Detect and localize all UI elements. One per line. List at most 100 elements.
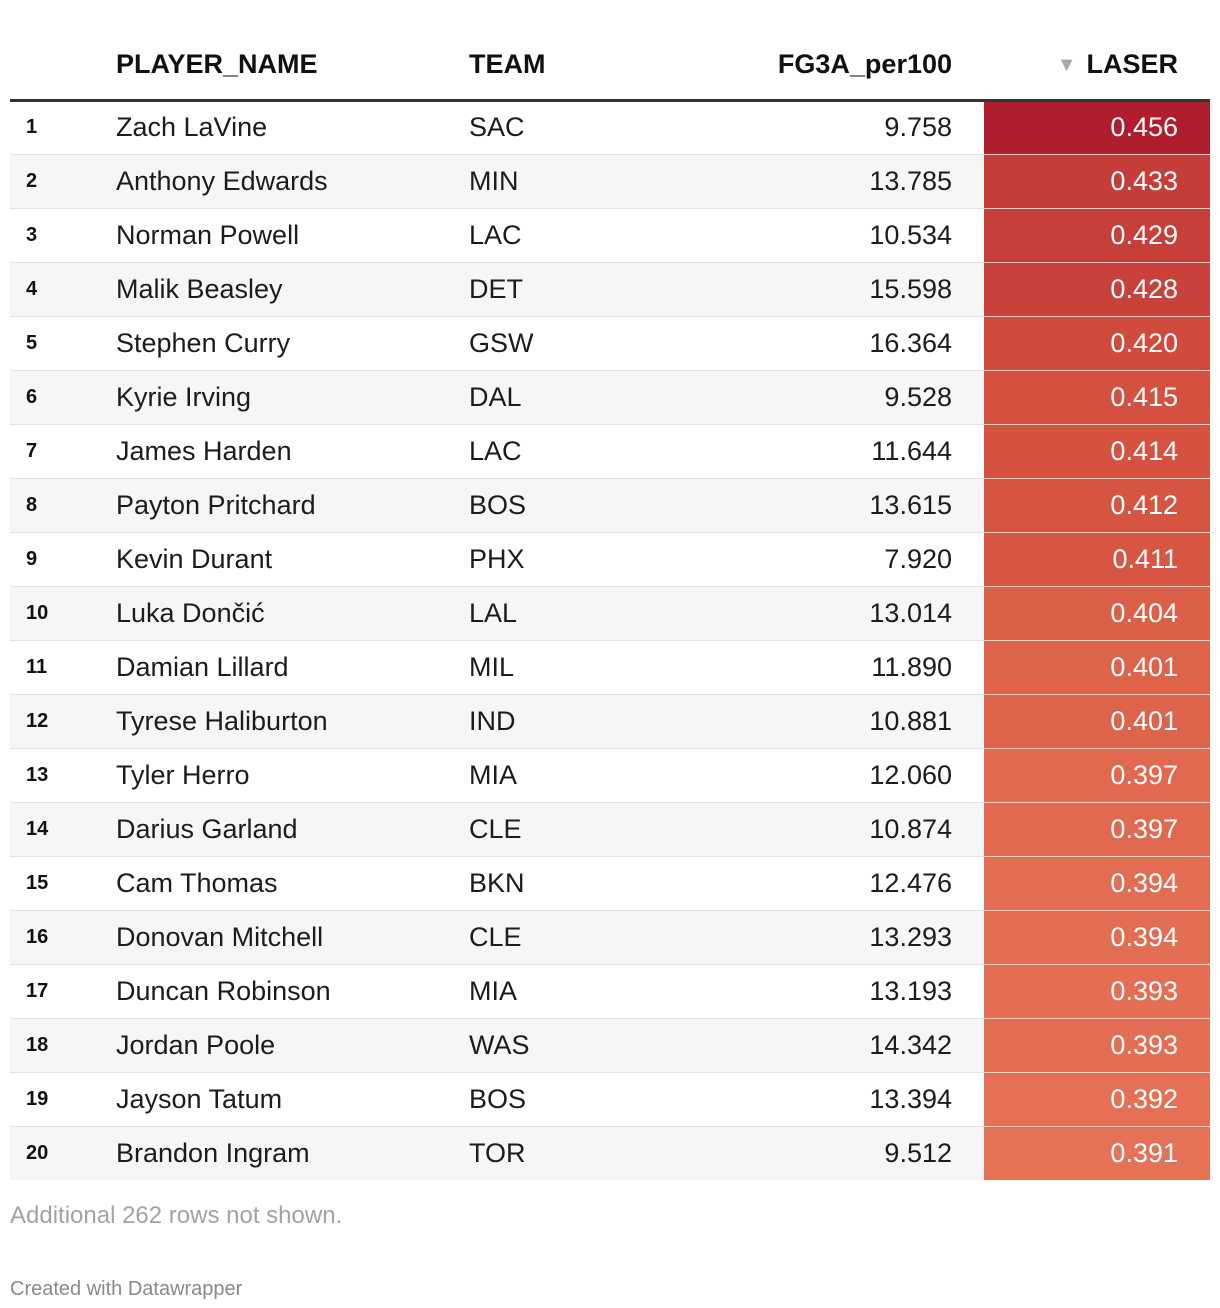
table-row: 9 Kevin Durant PHX 7.920 0.411	[10, 532, 1210, 587]
laser-cell: 0.401	[984, 694, 1210, 749]
rank-cell: 2	[10, 154, 116, 209]
laser-cell: 0.393	[984, 964, 1210, 1019]
laser-cell: 0.433	[984, 154, 1210, 209]
fg3a-per100-cell: 9.528	[669, 370, 984, 425]
header-player-name[interactable]: PLAYER_NAME	[116, 0, 469, 102]
rank-cell: 9	[10, 532, 116, 587]
datawrapper-credit[interactable]: Created with Datawrapper	[10, 1278, 243, 1300]
rank-cell: 1	[10, 100, 116, 155]
team-cell: GSW	[469, 316, 669, 371]
rank-cell: 10	[10, 586, 116, 641]
header-row: PLAYER_NAME TEAM FG3A_per100 ▼ LASER	[10, 0, 1210, 102]
header-laser[interactable]: ▼ LASER	[984, 0, 1210, 102]
player-name-cell: Kyrie Irving	[116, 370, 469, 425]
team-cell: LAL	[469, 586, 669, 641]
laser-cell: 0.397	[984, 748, 1210, 803]
team-cell: LAC	[469, 424, 669, 479]
table-body: 1 Zach LaVine SAC 9.758 0.456 2 Anthony Edward…	[10, 100, 1210, 1180]
team-cell: LAC	[469, 208, 669, 263]
team-cell: SAC	[469, 100, 669, 155]
rows-not-shown-note: Additional 262 rows not shown.	[10, 1202, 343, 1229]
table-row: 6 Kyrie Irving DAL 9.528 0.415	[10, 370, 1210, 425]
rank-cell: 4	[10, 262, 116, 317]
laser-cell: 0.412	[984, 478, 1210, 533]
players-table: PLAYER_NAME TEAM FG3A_per100 ▼ LASER 1 Zac…	[10, 0, 1210, 1180]
player-name-cell: Norman Powell	[116, 208, 469, 263]
laser-cell: 0.414	[984, 424, 1210, 479]
player-name-cell: Anthony Edwards	[116, 154, 469, 209]
table-row: 2 Anthony Edwards MIN 13.785 0.433	[10, 154, 1210, 209]
player-name-cell: Tyler Herro	[116, 748, 469, 803]
fg3a-per100-cell: 7.920	[669, 532, 984, 587]
team-cell: TOR	[469, 1137, 526, 1168]
rank-cell: 20	[26, 1141, 49, 1164]
fg3a-per100-cell: 11.890	[669, 640, 984, 695]
rank-cell: 19	[10, 1072, 116, 1127]
rank-cell: 15	[10, 856, 116, 911]
team-cell: WAS	[469, 1018, 669, 1073]
team-cell: BOS	[469, 478, 669, 533]
rank-cell: 7	[10, 424, 116, 479]
table-row: 13 Tyler Herro MIA 12.060 0.397	[10, 748, 1210, 803]
laser-cell: 0.394	[984, 910, 1210, 965]
laser-cell: 0.428	[984, 262, 1210, 317]
rank-cell: 11	[10, 640, 116, 695]
player-name-cell: Darius Garland	[116, 802, 469, 857]
fg3a-per100-cell: 13.785	[669, 154, 984, 209]
player-name-cell: Payton Pritchard	[116, 478, 469, 533]
header-fg3a-per100[interactable]: FG3A_per100	[669, 0, 984, 102]
player-name-cell: Kevin Durant	[116, 532, 469, 587]
team-cell: MIL	[469, 640, 669, 695]
fg3a-per100-cell: 9.512	[884, 1137, 952, 1168]
laser-cell: 0.394	[984, 856, 1210, 911]
table-row: 15 Cam Thomas BKN 12.476 0.394	[10, 856, 1210, 911]
player-name-cell: Donovan Mitchell	[116, 910, 469, 965]
table-row: 18 Jordan Poole WAS 14.342 0.393	[10, 1018, 1210, 1073]
header-rank	[10, 0, 116, 102]
header-laser-label: LASER	[1086, 48, 1178, 79]
team-cell: MIA	[469, 748, 669, 803]
laser-cell: 0.404	[984, 586, 1210, 641]
rank-cell: 6	[10, 370, 116, 425]
laser-cell: 0.415	[984, 370, 1210, 425]
rank-cell: 18	[10, 1018, 116, 1073]
fg3a-per100-cell: 13.293	[669, 910, 984, 965]
player-name-cell: Luka Dončić	[116, 586, 469, 641]
fg3a-per100-cell: 13.014	[669, 586, 984, 641]
rank-cell: 14	[10, 802, 116, 857]
rank-cell: 3	[10, 208, 116, 263]
table-row: 7 James Harden LAC 11.644 0.414	[10, 424, 1210, 479]
table-row: 11 Damian Lillard MIL 11.890 0.401	[10, 640, 1210, 695]
header-team[interactable]: TEAM	[469, 0, 669, 102]
player-name-cell: Duncan Robinson	[116, 964, 469, 1019]
table-row: 14 Darius Garland CLE 10.874 0.397	[10, 802, 1210, 857]
table-row: 17 Duncan Robinson MIA 13.193 0.393	[10, 964, 1210, 1019]
table-row: 3 Norman Powell LAC 10.534 0.429	[10, 208, 1210, 263]
table-row: 20 Brandon Ingram TOR 9.512 0.391	[10, 1126, 1210, 1180]
team-cell: BKN	[469, 856, 669, 911]
table-header: PLAYER_NAME TEAM FG3A_per100 ▼ LASER	[10, 0, 1210, 102]
rank-cell: 8	[10, 478, 116, 533]
player-name-cell: Malik Beasley	[116, 262, 469, 317]
table-row: 19 Jayson Tatum BOS 13.394 0.392	[10, 1072, 1210, 1127]
laser-cell: 0.391	[984, 1126, 1210, 1180]
table-row: 10 Luka Dončić LAL 13.014 0.404	[10, 586, 1210, 641]
team-cell: MIA	[469, 964, 669, 1019]
table-row: 1 Zach LaVine SAC 9.758 0.456	[10, 100, 1210, 155]
rank-cell: 16	[10, 910, 116, 965]
fg3a-per100-cell: 13.394	[669, 1072, 984, 1127]
fg3a-per100-cell: 10.874	[669, 802, 984, 857]
player-name-cell: Cam Thomas	[116, 856, 469, 911]
datawrapper-table-container: PLAYER_NAME TEAM FG3A_per100 ▼ LASER 1 Zac…	[10, 0, 1210, 1301]
fg3a-per100-cell: 15.598	[669, 262, 984, 317]
team-cell: DAL	[469, 370, 669, 425]
sort-descending-icon: ▼	[1056, 53, 1077, 76]
team-cell: MIN	[469, 154, 669, 209]
table-row: 12 Tyrese Haliburton IND 10.881 0.401	[10, 694, 1210, 749]
fg3a-per100-cell: 12.476	[669, 856, 984, 911]
rank-cell: 5	[10, 316, 116, 371]
rank-cell: 12	[10, 694, 116, 749]
laser-cell: 0.429	[984, 208, 1210, 263]
player-name-cell: Tyrese Haliburton	[116, 694, 469, 749]
fg3a-per100-cell: 9.758	[669, 100, 984, 155]
